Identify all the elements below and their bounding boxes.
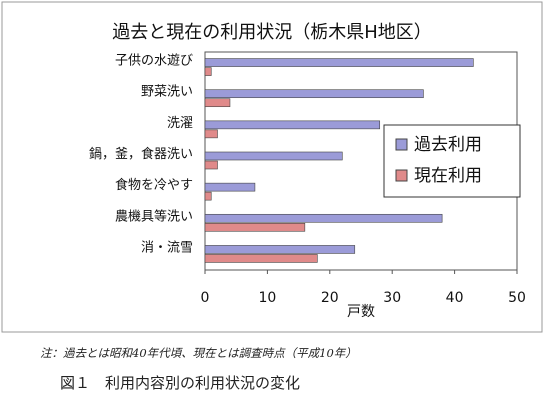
x-tick-label: 20 xyxy=(321,290,339,306)
bar-past xyxy=(204,182,256,192)
legend-swatch-past xyxy=(395,138,408,151)
bar-present xyxy=(204,67,212,76)
x-axis-title: 戸数 xyxy=(347,304,375,320)
bar-present xyxy=(204,254,318,263)
legend: 過去利用 現在利用 xyxy=(383,124,521,198)
category-label: 農機具等洗い xyxy=(115,208,193,224)
bar-past xyxy=(204,120,381,130)
legend-label-past: 過去利用 xyxy=(414,135,482,155)
x-tick-label: 10 xyxy=(258,290,276,306)
bar-present xyxy=(204,222,306,232)
bar-present xyxy=(204,98,231,108)
bar-present xyxy=(204,191,212,201)
legend-swatch-present xyxy=(395,169,408,182)
x-tick-label: 0 xyxy=(201,290,210,306)
bar-past xyxy=(204,151,343,161)
x-ticks: 0 10 20 30 40 50 xyxy=(201,270,526,306)
x-tick-label: 30 xyxy=(383,290,401,306)
category-label: 消・流雪 xyxy=(141,240,193,255)
category-label: 子供の水遊び xyxy=(115,54,193,69)
chart-title: 過去と現在の利用状況（栃木県H地区） xyxy=(112,22,432,43)
category-label: 食物を冷やす xyxy=(115,177,193,193)
x-tick-label: 50 xyxy=(508,290,526,306)
bar-present xyxy=(204,160,218,170)
bars xyxy=(204,58,474,263)
figure-caption: 図１ 利用内容別の利用状況の変化 xyxy=(60,374,300,392)
category-label: 洗濯 xyxy=(167,116,193,131)
legend-box xyxy=(383,124,521,198)
legend-label-present: 現在利用 xyxy=(414,166,482,186)
bar-past xyxy=(204,58,474,67)
category-label: 野菜洗い xyxy=(141,85,193,100)
bar-present xyxy=(204,129,218,139)
category-label: 鍋，釜，食器洗い xyxy=(89,146,193,162)
x-tick-label: 40 xyxy=(446,290,464,306)
bar-past xyxy=(204,245,356,254)
note-text: 注：過去とは昭和40年代頃、現在とは調査時点（平成10年） xyxy=(40,346,357,360)
bar-past xyxy=(204,89,424,99)
bar-past xyxy=(204,213,443,223)
